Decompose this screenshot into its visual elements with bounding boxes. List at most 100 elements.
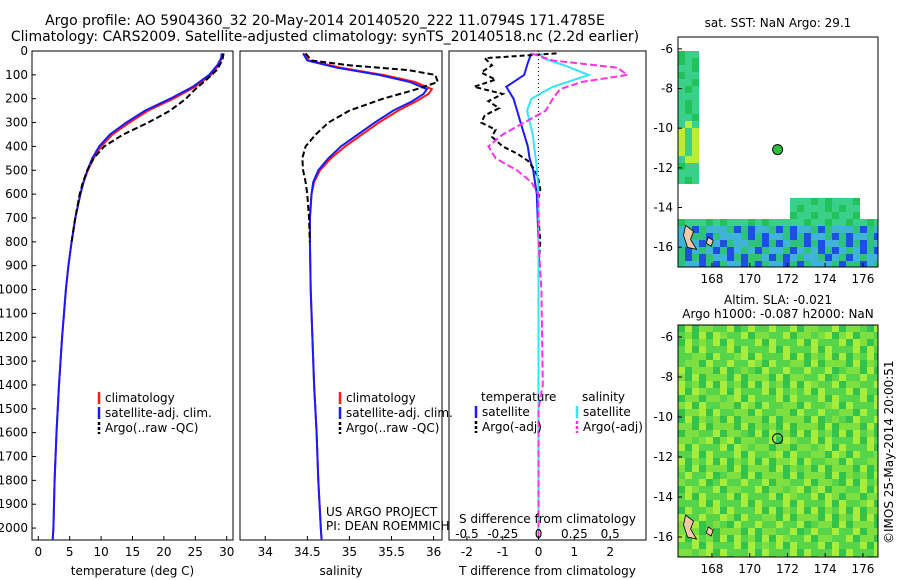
x-tick-label: 35.5 — [378, 545, 405, 559]
map-cell — [776, 395, 783, 402]
map-cell — [762, 528, 769, 535]
map-cell — [762, 254, 769, 261]
map-cell — [783, 507, 790, 514]
map-cell — [748, 388, 755, 395]
map-cell — [678, 219, 685, 226]
map-cell — [741, 507, 748, 514]
map-cell — [790, 444, 797, 451]
map-cell — [846, 261, 853, 267]
map-cell — [790, 437, 797, 444]
map-cell — [867, 437, 874, 444]
map-cell — [804, 381, 811, 388]
map-cell — [678, 226, 685, 233]
map-cell — [874, 423, 878, 430]
map-cell — [755, 416, 762, 423]
map-cell — [867, 409, 874, 416]
map-cell — [699, 521, 706, 528]
map-cell — [825, 430, 832, 437]
land-outline — [705, 236, 714, 247]
map-cell — [727, 388, 734, 395]
map-cell — [846, 233, 853, 240]
map-cell — [720, 479, 727, 486]
sst-map-title: sat. SST: NaN Argo: 29.1 — [705, 16, 852, 30]
map-cell — [713, 479, 720, 486]
map-cell — [748, 395, 755, 402]
map-cell — [811, 458, 818, 465]
map-cell — [825, 325, 832, 332]
map-cell — [755, 332, 762, 339]
map-cell — [867, 493, 874, 500]
map-cell — [720, 514, 727, 521]
map-cell — [755, 542, 762, 549]
map-cell — [811, 212, 818, 219]
map-cell — [853, 233, 860, 240]
map-cell — [678, 402, 685, 409]
map-cell — [853, 332, 860, 339]
map-cell — [776, 521, 783, 528]
map-cell — [727, 472, 734, 479]
map-cell — [706, 402, 713, 409]
map-cell — [853, 535, 860, 542]
map-cell — [727, 479, 734, 486]
map-cell — [741, 332, 748, 339]
map-cell — [811, 500, 818, 507]
map-cell — [853, 254, 860, 261]
map-cell — [734, 339, 741, 346]
map-cell — [734, 360, 741, 367]
map-cell — [727, 409, 734, 416]
map-cell — [867, 521, 874, 528]
map-cell — [839, 493, 846, 500]
map-cell — [727, 360, 734, 367]
map-cell — [797, 233, 804, 240]
map-cell — [825, 493, 832, 500]
map-cell — [678, 332, 685, 339]
map-cell — [692, 332, 699, 339]
map-cell — [762, 325, 769, 332]
map-cell — [755, 353, 762, 360]
map-cell — [755, 535, 762, 542]
map-cell — [797, 325, 804, 332]
map-cell — [839, 423, 846, 430]
map-cell — [748, 346, 755, 353]
map-cell — [839, 233, 846, 240]
map-cell — [776, 409, 783, 416]
map-cell — [720, 423, 727, 430]
map-cell — [867, 542, 874, 549]
map-cell — [734, 486, 741, 493]
map-cell — [720, 430, 727, 437]
lat-tick-label: -10 — [653, 121, 673, 135]
map-cell — [853, 444, 860, 451]
map-cell — [720, 444, 727, 451]
map-cell — [678, 507, 685, 514]
map-cell — [762, 367, 769, 374]
map-cell — [678, 444, 685, 451]
map-cell — [860, 395, 867, 402]
lat-tick-label: -8 — [661, 82, 673, 96]
map-cell — [755, 486, 762, 493]
map-cell — [839, 261, 846, 267]
map-cell — [720, 395, 727, 402]
map-cell — [741, 261, 748, 267]
map-cell — [678, 170, 685, 177]
map-cell — [706, 430, 713, 437]
map-cell — [804, 325, 811, 332]
map-cell — [699, 388, 706, 395]
x-tick-label: 35 — [342, 545, 357, 559]
map-cell — [867, 451, 874, 458]
salinity-frame — [239, 50, 443, 541]
map-cell — [678, 514, 685, 521]
map-cell — [832, 507, 839, 514]
map-cell — [748, 360, 755, 367]
map-cell — [783, 430, 790, 437]
map-cell — [811, 254, 818, 261]
map-cell — [853, 219, 860, 226]
map-cell — [832, 395, 839, 402]
map-cell — [706, 339, 713, 346]
map-cell — [755, 528, 762, 535]
map-cell — [769, 458, 776, 465]
map-cell — [776, 514, 783, 521]
map-cell — [678, 65, 685, 72]
map-cell — [713, 493, 720, 500]
map-cell — [734, 353, 741, 360]
map-cell — [867, 430, 874, 437]
